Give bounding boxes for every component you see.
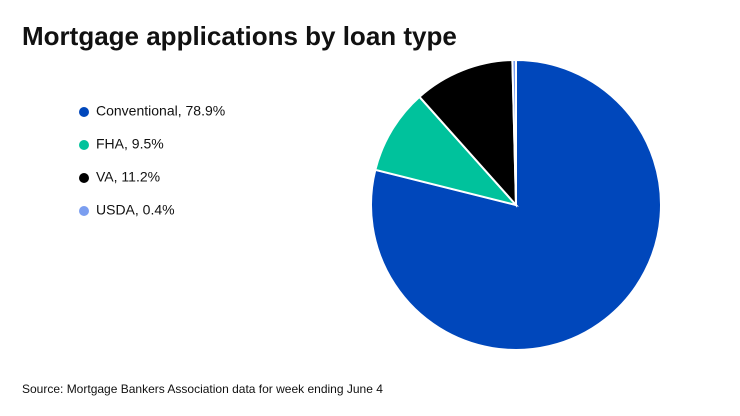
pie-slice xyxy=(511,58,517,206)
legend-marker xyxy=(79,107,89,117)
chart-title: Mortgage applications by loan type xyxy=(22,21,457,51)
legend-label: VA, 11.2% xyxy=(96,169,160,185)
legend-marker xyxy=(79,173,89,183)
legend-label: USDA, 0.4% xyxy=(96,202,175,218)
source-note: Source: Mortgage Bankers Association dat… xyxy=(22,382,383,396)
pie-slice xyxy=(418,59,518,208)
legend-marker xyxy=(79,206,89,216)
legend-label: Conventional, 78.9% xyxy=(96,103,225,119)
pie-slice xyxy=(374,95,519,207)
legend-marker xyxy=(79,140,89,150)
legend-label: FHA, 9.5% xyxy=(96,136,164,152)
